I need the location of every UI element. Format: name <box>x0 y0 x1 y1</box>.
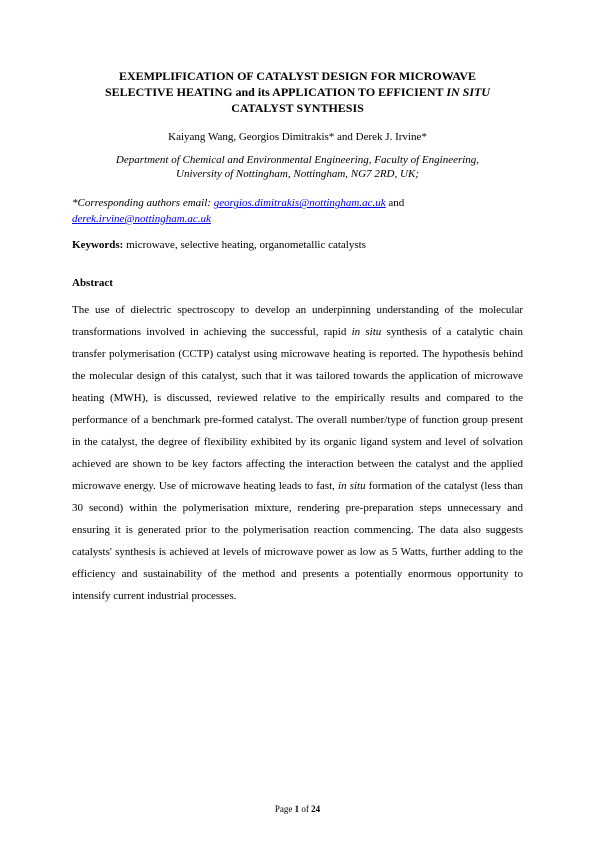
abstract-heading: Abstract <box>72 277 523 289</box>
abstract-text-2: synthesis of a catalytic chain transfer … <box>72 326 523 492</box>
title-line-2a: SELECTIVE HEATING and its APPLICATION TO… <box>105 85 446 99</box>
corresponding-authors: *Corresponding authors email: georgios.d… <box>72 196 523 227</box>
abstract-text-3: formation of the catalyst (less than 30 … <box>72 480 523 602</box>
abstract-italic-2: in situ <box>338 480 366 492</box>
abstract-body: The use of dielectric spectroscopy to de… <box>72 299 523 607</box>
footer-prefix: Page <box>275 804 295 814</box>
footer-total-pages: 24 <box>311 804 320 814</box>
keywords-row: Keywords: microwave, selective heating, … <box>72 239 523 251</box>
corresponding-and: and <box>386 197 405 209</box>
affiliation-line-1: Department of Chemical and Environmental… <box>116 154 479 166</box>
title-line-2-italic: IN SITU <box>446 85 490 99</box>
page-container: EXEMPLIFICATION OF CATALYST DESIGN FOR M… <box>0 0 595 842</box>
affiliation-line-2: University of Nottingham, Nottingham, NG… <box>176 168 419 180</box>
paper-title: EXEMPLIFICATION OF CATALYST DESIGN FOR M… <box>72 68 523 117</box>
affiliation: Department of Chemical and Environmental… <box>72 153 523 183</box>
keywords-label: Keywords: <box>72 239 126 251</box>
corresponding-label: *Corresponding authors email: <box>72 197 214 209</box>
corresponding-email-2[interactable]: derek.irvine@nottingham.ac.uk <box>72 213 211 225</box>
title-line-1: EXEMPLIFICATION OF CATALYST DESIGN FOR M… <box>119 69 476 83</box>
title-line-3: CATALYST SYNTHESIS <box>231 101 364 115</box>
footer-of: of <box>299 804 311 814</box>
abstract-italic-1: in situ <box>352 326 382 338</box>
page-footer: Page 1 of 24 <box>0 804 595 814</box>
corresponding-email-1[interactable]: georgios.dimitrakis@nottingham.ac.uk <box>214 197 386 209</box>
author-list: Kaiyang Wang, Georgios Dimitrakis* and D… <box>72 131 523 143</box>
keywords-text: microwave, selective heating, organometa… <box>126 239 366 251</box>
